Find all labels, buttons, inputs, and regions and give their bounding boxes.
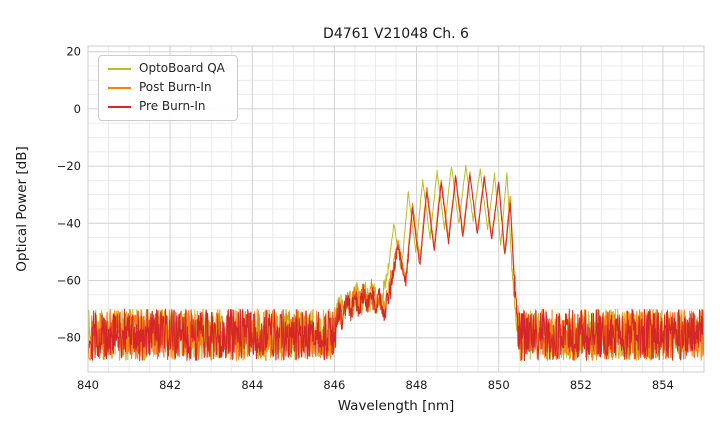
- legend-label: Pre Burn-In: [139, 99, 206, 114]
- series-group: [88, 164, 704, 361]
- y-tick-label: −80: [57, 331, 81, 345]
- plot-frame: [87, 45, 705, 373]
- legend: OptoBoard QA Post Burn-In Pre Burn-In: [98, 55, 238, 121]
- legend-entry-optoboard-qa: OptoBoard QA: [108, 61, 225, 75]
- y-tick-label: 20: [66, 45, 81, 59]
- x-tick-label: 850: [488, 378, 510, 392]
- x-tick-label: 846: [323, 378, 345, 392]
- legend-entry-pre-burn-in: Pre Burn-In: [108, 100, 225, 113]
- y-tick-label: −40: [57, 216, 81, 230]
- y-tick-label: 0: [74, 102, 81, 116]
- x-tick-label: 852: [570, 378, 592, 392]
- x-tick-label: 840: [77, 378, 99, 392]
- legend-line-swatch: [108, 105, 131, 108]
- series-line-pre-burn-in: [88, 174, 704, 361]
- legend-label: Post Burn-In: [139, 80, 212, 95]
- legend-entry-post-burn-in: Post Burn-In: [108, 80, 225, 95]
- x-tick-label: 842: [159, 378, 181, 392]
- x-tick-label: 854: [652, 378, 674, 392]
- legend-label: OptoBoard QA: [139, 61, 225, 75]
- y-axis-label: Optical Power [dB]: [14, 146, 30, 272]
- x-tick-label: 844: [241, 378, 263, 392]
- y-tick-label: −20: [57, 159, 81, 173]
- x-axis-label: Wavelength [nm]: [337, 398, 455, 414]
- x-tick-label: 848: [406, 378, 428, 392]
- legend-line-swatch: [108, 67, 131, 70]
- legend-line-swatch: [108, 86, 131, 89]
- y-tick-label: −60: [57, 274, 81, 288]
- chart-title: D4761 V21048 Ch. 6: [323, 26, 469, 42]
